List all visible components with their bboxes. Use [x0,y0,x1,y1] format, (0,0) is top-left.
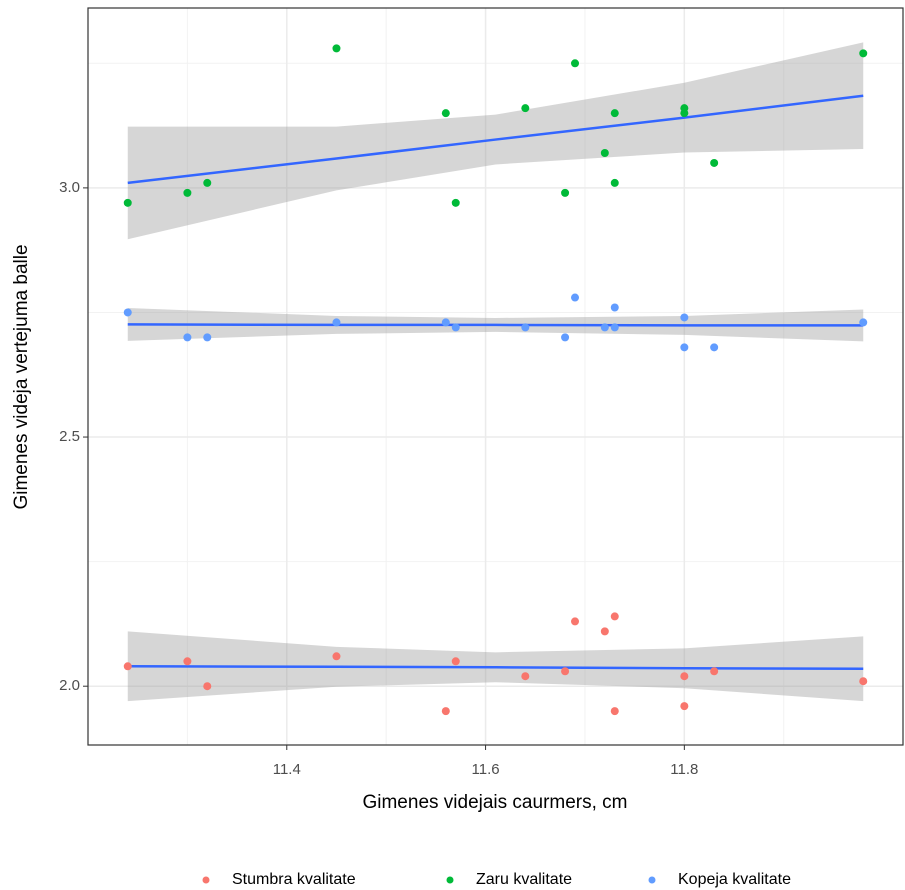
point [571,59,580,68]
point [610,323,619,332]
legend-text: Stumbra kvalitate [232,871,356,888]
point [600,627,609,636]
y-tick-label: 2.5 [59,428,80,445]
point [441,318,450,327]
y-tick-label: 2.0 [59,677,80,694]
point [680,109,689,118]
plot-border [87,7,904,746]
point [561,333,570,342]
point [521,323,530,332]
point [203,333,212,342]
point [610,109,619,118]
point [680,702,689,711]
plot-background [88,8,903,745]
point [451,323,460,332]
point [521,104,530,113]
point [441,109,450,118]
point [600,323,609,332]
y-axis-title: Gimenes videja vertejuma balle [11,244,32,509]
point [610,303,619,312]
point [332,318,341,327]
point [610,612,619,621]
point [561,667,570,676]
point [183,188,192,197]
point [183,657,192,666]
point [123,308,132,317]
y-tick-label: 3.0 [59,179,80,196]
point [451,198,460,207]
point [332,652,341,661]
point [571,617,580,626]
legend-text: Kopeja kvalitate [678,871,791,888]
point [710,667,719,676]
x-axis-title: Gimenes videjais caurmers, cm [362,792,627,813]
point [571,293,580,302]
x-tick-label: 11.8 [670,761,698,778]
point [561,188,570,197]
point [859,677,868,686]
point [123,198,132,207]
point [183,333,192,342]
point [859,49,868,58]
point [203,682,212,691]
point [610,707,619,716]
legend-text: Zaru kvalitate [476,871,572,888]
point [203,178,212,187]
point [680,672,689,681]
point [521,672,530,681]
point [680,313,689,322]
x-tick-label: 11.4 [273,761,301,778]
point [451,657,460,666]
point [610,178,619,187]
fit-line [127,94,864,185]
point [441,707,450,716]
legend-marker [446,876,454,884]
point [859,318,868,327]
fit-line [127,323,864,327]
point [710,343,719,352]
x-tick-label: 11.6 [472,761,500,778]
legend-marker [202,876,210,884]
legend-marker [648,876,656,884]
point [123,662,132,671]
point [680,343,689,352]
point [600,149,609,158]
point [710,158,719,167]
fit-line [127,665,864,671]
point [332,44,341,53]
